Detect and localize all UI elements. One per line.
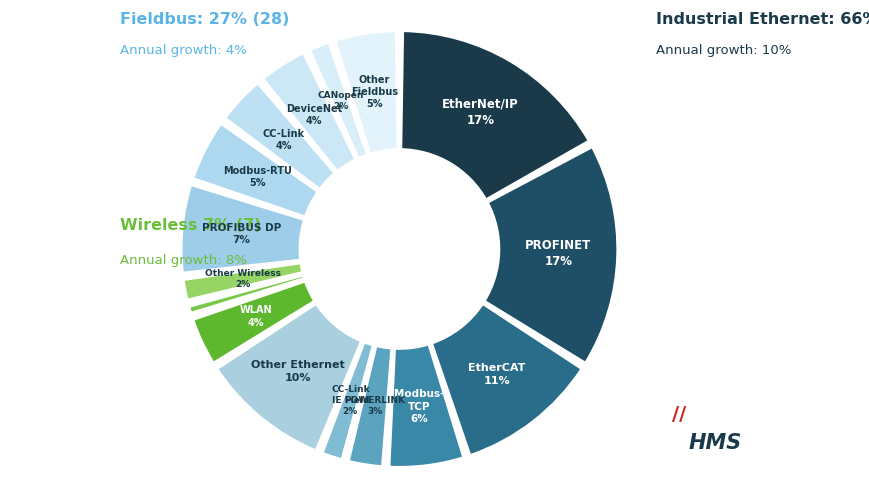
Text: Annual growth: 8%: Annual growth: 8% bbox=[119, 254, 246, 267]
Text: Industrial Ethernet: 66% (65): Industrial Ethernet: 66% (65) bbox=[654, 12, 869, 27]
Wedge shape bbox=[388, 344, 463, 467]
Text: DeviceNet
4%: DeviceNet 4% bbox=[286, 104, 342, 126]
Wedge shape bbox=[484, 147, 617, 363]
Wedge shape bbox=[193, 281, 315, 363]
Wedge shape bbox=[322, 342, 373, 460]
Text: EtherNet/IP
17%: EtherNet/IP 17% bbox=[441, 98, 518, 126]
Text: Annual growth: 4%: Annual growth: 4% bbox=[119, 44, 246, 57]
Wedge shape bbox=[217, 304, 361, 451]
Text: EtherCAT
11%: EtherCAT 11% bbox=[468, 364, 525, 386]
Wedge shape bbox=[309, 43, 367, 158]
Text: Other
Fieldbus
5%: Other Fieldbus 5% bbox=[350, 75, 398, 110]
Text: Annual growth: 10%: Annual growth: 10% bbox=[654, 44, 790, 57]
Wedge shape bbox=[262, 53, 355, 171]
Text: Modbus-
TCP
6%: Modbus- TCP 6% bbox=[394, 389, 444, 424]
Wedge shape bbox=[348, 346, 391, 467]
Text: Modbus-RTU
5%: Modbus-RTU 5% bbox=[223, 166, 292, 188]
Text: CC-Link
4%: CC-Link 4% bbox=[262, 129, 304, 151]
Text: POWERLINK
3%: POWERLINK 3% bbox=[343, 396, 405, 416]
Wedge shape bbox=[225, 83, 335, 189]
Text: Wireless 7% (7): Wireless 7% (7) bbox=[119, 218, 261, 233]
Text: WLAN
4%: WLAN 4% bbox=[239, 305, 272, 328]
Text: PROFIBUS DP
7%: PROFIBUS DP 7% bbox=[202, 223, 281, 245]
Text: Other Ethernet
10%: Other Ethernet 10% bbox=[251, 360, 345, 382]
Text: PROFINET
17%: PROFINET 17% bbox=[525, 240, 591, 268]
Text: HMS: HMS bbox=[687, 433, 740, 454]
Wedge shape bbox=[183, 263, 302, 300]
Text: Other Wireless
2%: Other Wireless 2% bbox=[205, 269, 281, 289]
Text: CC-Link
IE Field
2%: CC-Link IE Field 2% bbox=[330, 384, 369, 416]
Wedge shape bbox=[431, 304, 581, 455]
Wedge shape bbox=[189, 275, 304, 313]
Wedge shape bbox=[193, 124, 317, 217]
Wedge shape bbox=[335, 31, 397, 154]
Text: CANopen
2%: CANopen 2% bbox=[317, 91, 364, 112]
Text: //: // bbox=[672, 405, 686, 424]
Wedge shape bbox=[181, 185, 304, 273]
Wedge shape bbox=[401, 31, 588, 200]
Text: Fieldbus: 27% (28): Fieldbus: 27% (28) bbox=[119, 12, 289, 27]
